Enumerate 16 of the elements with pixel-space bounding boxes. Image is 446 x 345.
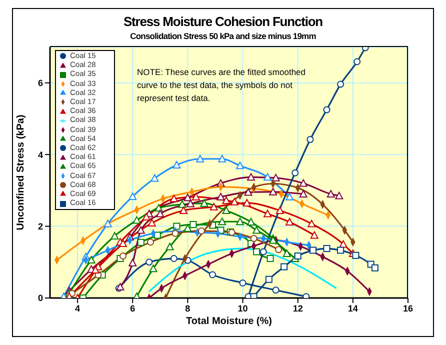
x-tick-label: 8 (185, 303, 190, 314)
x-axis-title: Total Moisture (%) (186, 316, 272, 327)
x-tick-label: 10 (238, 303, 248, 314)
y-tick-label: 2 (38, 221, 43, 232)
annotation: NOTE: These curves are the fitted smoothed curve to the test data, the symbols do not represent test data. (137, 66, 307, 105)
x-tick-label: 12 (292, 303, 303, 314)
y-axis-title: Unconfined Stress (kPa) (16, 114, 27, 230)
x-tick-label: 4 (75, 303, 80, 314)
x-tick-label: 16 (402, 303, 414, 314)
y-tick-label: 4 (38, 150, 43, 160)
chart-subtitle: Consolidation Stress 50 kPa and size minus 19mm (129, 31, 317, 41)
x-tick-label: 6 (130, 303, 136, 314)
chart-title: Stress Moisture Cohesion Function (122, 14, 324, 29)
y-tick-label: 0 (38, 293, 43, 304)
x-tick-label: 14 (348, 303, 358, 314)
y-tick-label: 6 (38, 78, 43, 88)
